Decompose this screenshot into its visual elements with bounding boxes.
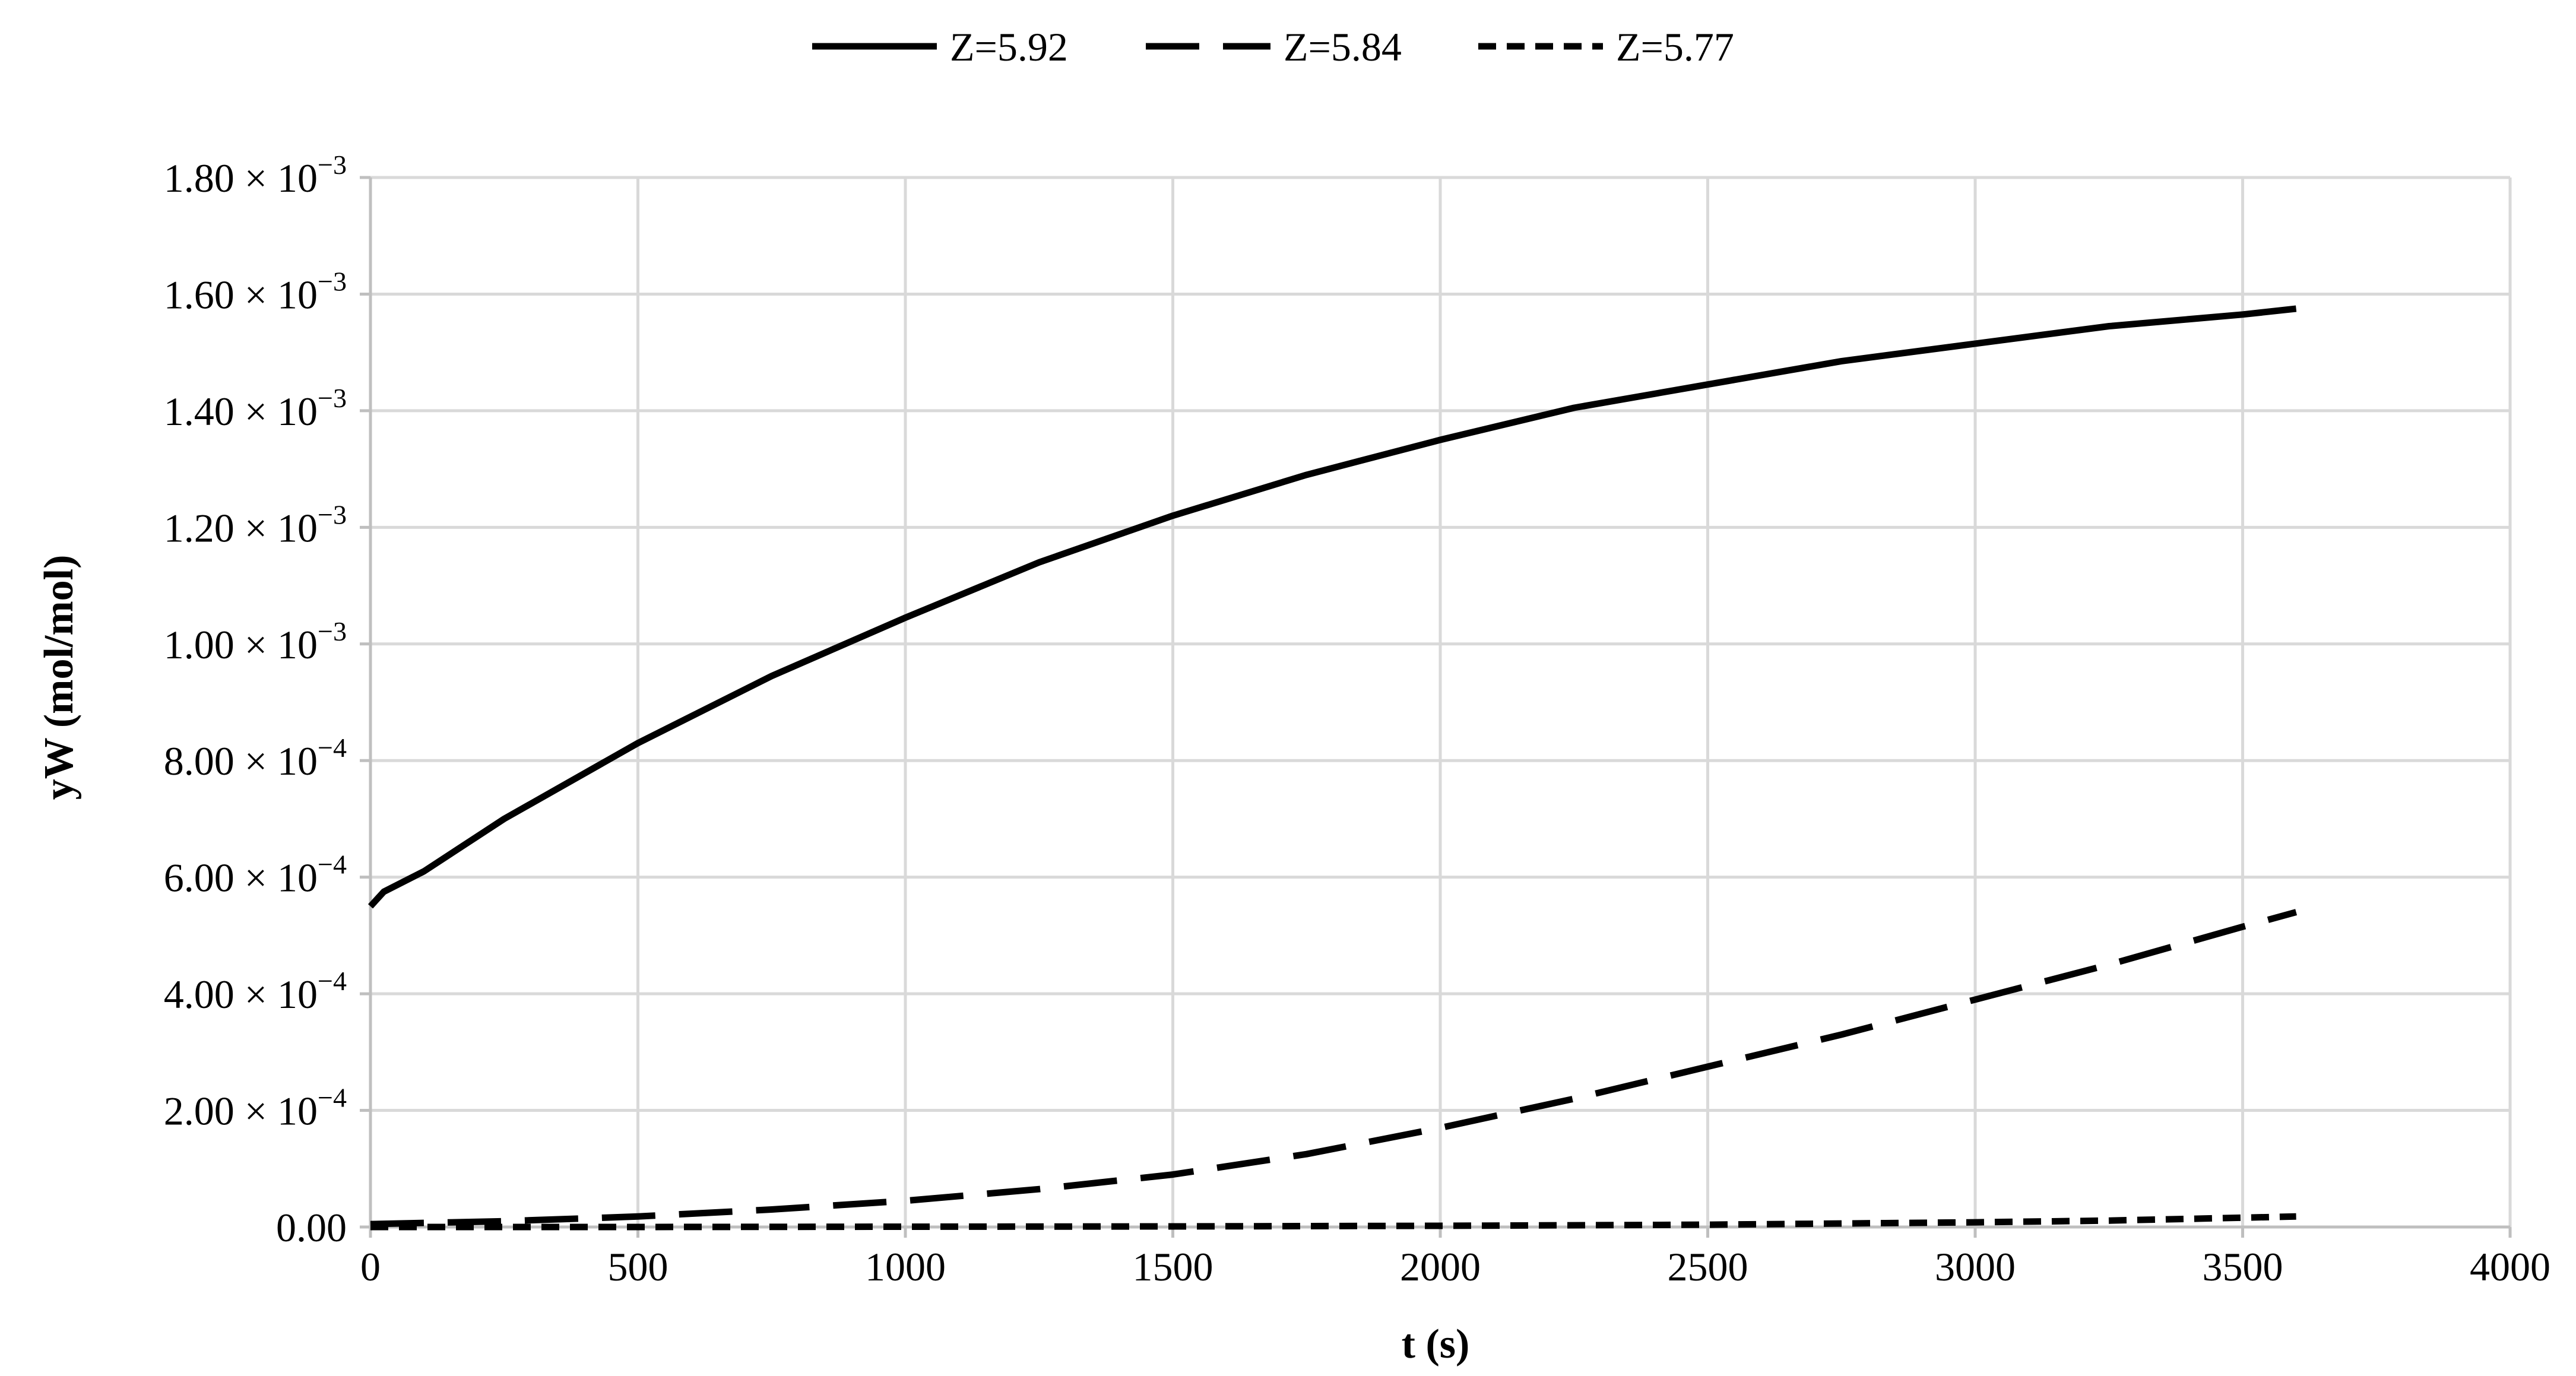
y-tick-label: 1.40 × 10−3	[164, 383, 347, 434]
y-tick-label: 1.60 × 10−3	[164, 266, 347, 317]
x-tick-label: 1000	[865, 1244, 946, 1289]
x-tick-label: 500	[608, 1244, 668, 1289]
y-axis-title: yW (mol/mol)	[36, 555, 82, 800]
x-tick-label: 0	[360, 1244, 381, 1289]
x-tick-label: 1500	[1133, 1244, 1213, 1289]
legend: Z=5.92 Z=5.84 Z=5.77	[812, 24, 1734, 69]
x-tick-label: 2000	[1400, 1244, 1481, 1289]
y-tick-label: 0.00	[276, 1205, 347, 1250]
y-tick-label: 6.00 × 10−4	[164, 849, 347, 901]
x-tick-label: 2500	[1668, 1244, 1748, 1289]
y-tick-labels: 0.00 2.00 × 10−4 4.00 × 10−4 6.00 × 10−4 8.0…	[164, 150, 347, 1250]
grid-lines	[369, 176, 2512, 1227]
y-tick-label: 4.00 × 10−4	[164, 966, 347, 1017]
y-tick-label: 2.00 × 10−4	[164, 1083, 347, 1134]
series-line-1	[367, 305, 2297, 909]
legend-label-3: Z=5.77	[1616, 24, 1734, 69]
x-tick-labels: 0 500 1000 1500 2000 2500 3000 3500 4000	[360, 1244, 2550, 1289]
series-line-3	[370, 1213, 2296, 1231]
legend-label-2: Z=5.84	[1284, 24, 1402, 69]
x-tick-label: 3000	[1935, 1244, 2016, 1289]
y-tick-label: 1.80 × 10−3	[164, 150, 347, 201]
series-line-2	[370, 909, 2298, 1228]
legend-label-1: Z=5.92	[950, 24, 1068, 69]
x-axis-title: t (s)	[1402, 1321, 1470, 1367]
y-tick-label: 1.00 × 10−3	[164, 616, 347, 667]
x-tick-label: 3500	[2203, 1244, 2283, 1289]
data-series	[367, 305, 2298, 1231]
x-tick-label: 4000	[2470, 1244, 2550, 1289]
y-tick-label: 8.00 × 10−4	[164, 733, 347, 784]
y-tick-label: 1.20 × 10−3	[164, 499, 347, 550]
